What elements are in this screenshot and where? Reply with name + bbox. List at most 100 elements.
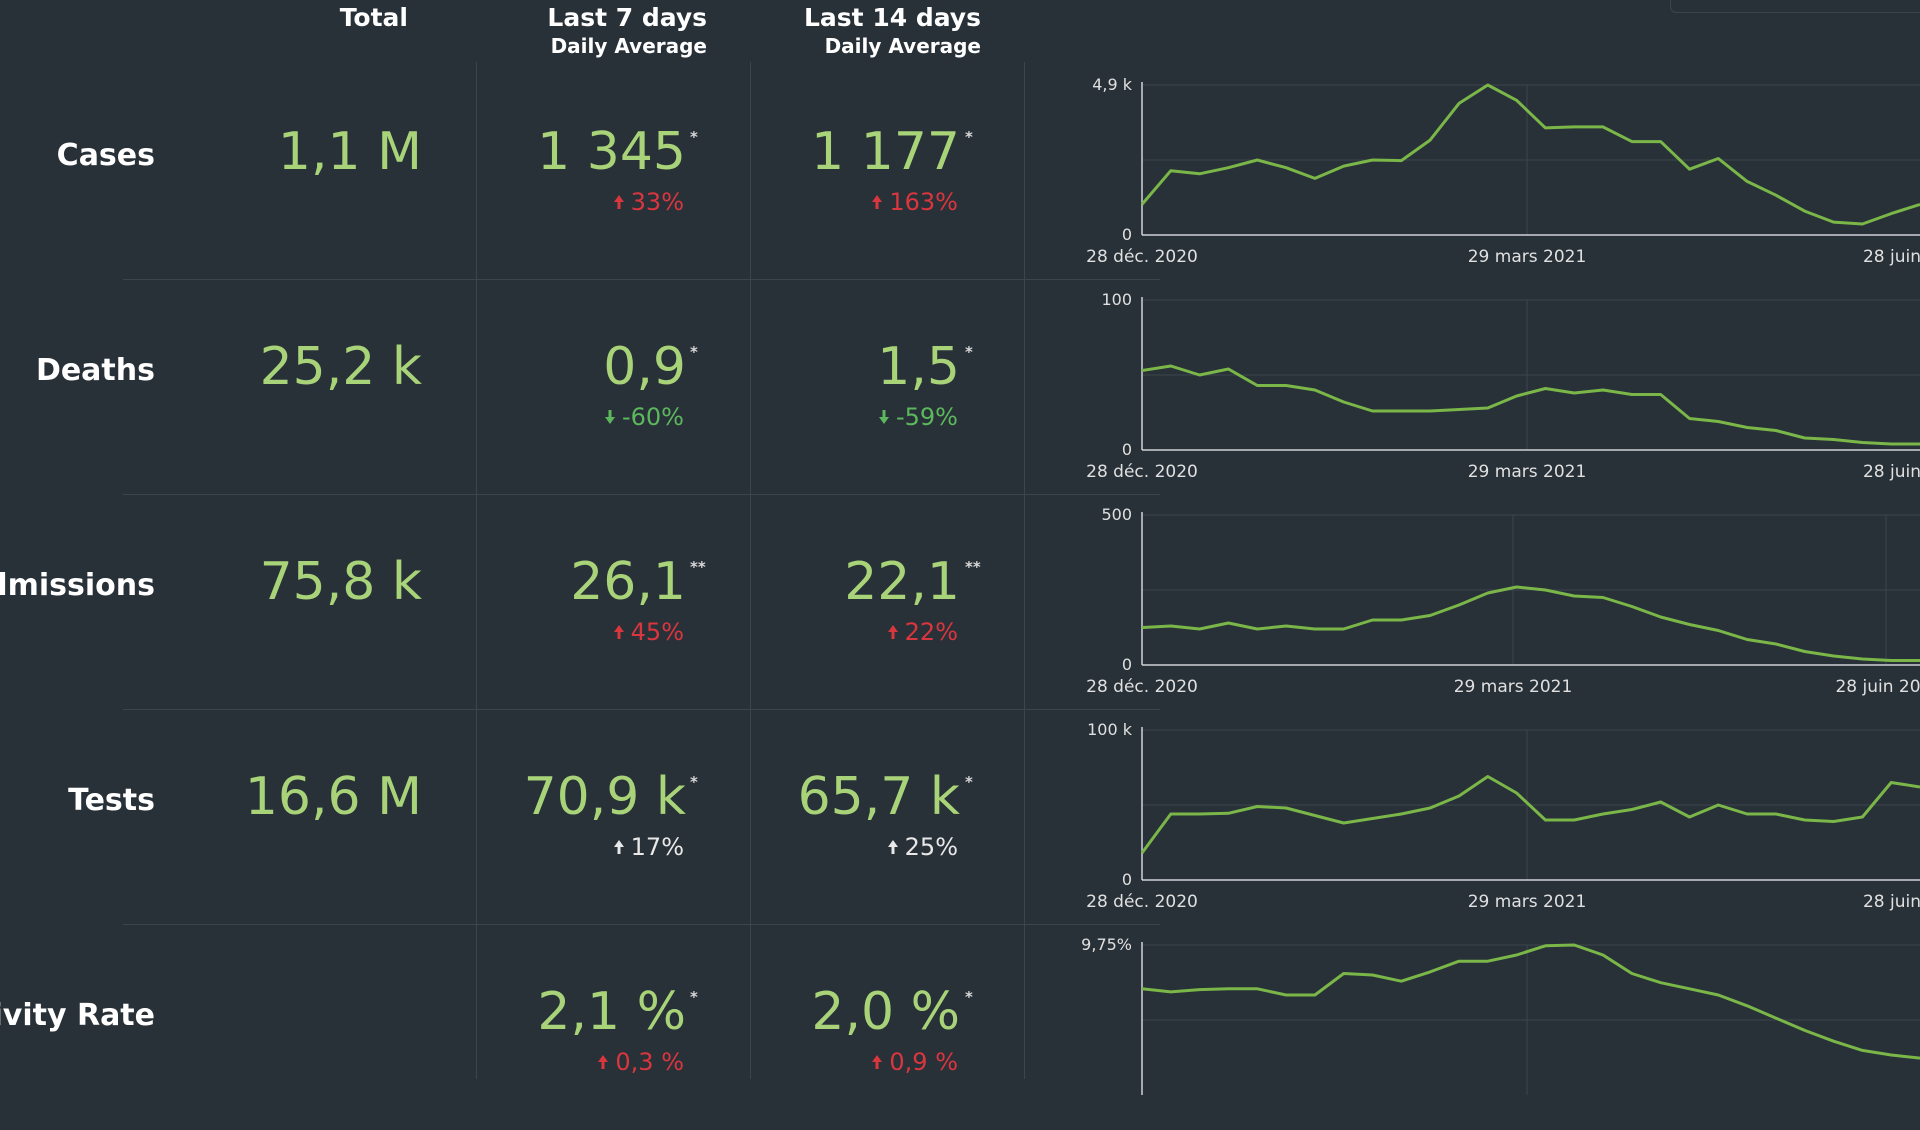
arrow-up-icon (611, 188, 625, 216)
avg7-note-mark: * (690, 343, 698, 361)
x-tick-label: 28 juin 20 (1835, 677, 1920, 697)
arrow-down-icon (876, 403, 890, 431)
series-line (1142, 366, 1920, 444)
avg7-value: 0,9 (603, 337, 686, 397)
x-tick-label: 28 déc. 2020 (1086, 892, 1198, 912)
arrow-up-icon (611, 618, 625, 646)
header-last14-sub: Daily Average (780, 33, 981, 59)
avg7-change-text: 33% (631, 188, 684, 216)
header-last7-sub: Daily Average (520, 33, 707, 59)
avg14-change-text: 25% (905, 833, 958, 861)
arrow-up-icon (611, 833, 625, 861)
avg14-change-text: 0,9 % (889, 1048, 958, 1076)
column-divider-1 (476, 62, 477, 1079)
avg14-change-text: -59% (896, 403, 958, 431)
row-divider-2 (123, 494, 1160, 495)
avg7-change-text: 17% (631, 833, 684, 861)
avg14-change: 22% (885, 618, 958, 646)
y-tick-label: 0 (1122, 655, 1132, 674)
y-tick-label: 0 (1122, 225, 1132, 244)
avg7-change: -60% (602, 403, 684, 431)
x-tick-label: 29 mars 2021 (1468, 462, 1587, 482)
header-total: Total (300, 3, 408, 33)
arrow-down-icon (602, 403, 616, 431)
avg14-change: 25% (885, 833, 958, 861)
avg7-note-mark: * (690, 773, 698, 791)
column-divider-2 (750, 62, 751, 1079)
avg7-note-mark: * (690, 128, 698, 146)
header-last7: Last 7 days Daily Average (520, 3, 707, 59)
avg7-value: 70,9 k (524, 767, 686, 827)
avg7-value: 1 345 (537, 122, 686, 182)
avg14-note-mark: * (965, 128, 973, 146)
series-line (1142, 85, 1920, 224)
top-right-frame (1670, 0, 1920, 13)
avg7-change: 17% (611, 833, 684, 861)
row-label: Admissions (0, 568, 155, 603)
avg14-value: 1,5 (877, 337, 960, 397)
avg7-change-text: 0,3 % (615, 1048, 684, 1076)
arrow-up-icon (595, 1048, 609, 1076)
row-label: Deaths (36, 353, 155, 388)
row-divider-1 (123, 279, 1160, 280)
avg14-change: -59% (876, 403, 958, 431)
x-tick-label: 29 mars 2021 (1468, 247, 1587, 267)
avg7-value: 26,1 (570, 552, 686, 612)
x-tick-label: 28 juin (1863, 247, 1920, 267)
avg7-value: 2,1 % (537, 982, 686, 1042)
chart-3: 0 500 28 déc. 2020 29 mars 2021 28 juin 20 (1060, 500, 1920, 700)
avg14-note-mark: ** (965, 558, 981, 576)
avg14-value: 22,1 (844, 552, 960, 612)
total-value: 1,1 M (278, 122, 422, 182)
header-last7-label: Last 7 days (520, 3, 707, 33)
avg14-change-text: 163% (889, 188, 958, 216)
row-divider-3 (123, 709, 1160, 710)
avg14-value: 1 177 (811, 122, 960, 182)
avg14-change: 163% (869, 188, 958, 216)
row-label: Cases (57, 138, 155, 173)
avg7-note-mark: * (690, 988, 698, 1006)
y-tick-label: 100 k (1087, 720, 1133, 739)
total-value: 25,2 k (260, 337, 422, 397)
avg7-change: 45% (611, 618, 684, 646)
chart-1: 0 4,9 k 28 déc. 2020 29 mars 2021 28 juin (1060, 70, 1920, 270)
avg14-note-mark: * (965, 988, 973, 1006)
avg7-change: 0,3 % (595, 1048, 684, 1076)
chart-4: 0 100 k 28 déc. 2020 29 mars 2021 28 juin (1060, 715, 1920, 915)
row-divider-4 (123, 924, 1160, 925)
y-tick-label: 100 (1101, 290, 1132, 309)
arrow-up-icon (885, 833, 899, 861)
avg14-note-mark: * (965, 773, 973, 791)
x-tick-label: 29 mars 2021 (1468, 892, 1587, 912)
header-last14: Last 14 days Daily Average (780, 3, 981, 59)
arrow-up-icon (869, 188, 883, 216)
avg7-change-text: 45% (631, 618, 684, 646)
row-label: Tests (68, 783, 155, 818)
series-line (1142, 777, 1920, 854)
y-tick-label: 500 (1101, 505, 1132, 524)
avg7-change-text: -60% (622, 403, 684, 431)
avg14-value: 2,0 % (811, 982, 960, 1042)
arrow-up-icon (869, 1048, 883, 1076)
column-divider-3 (1024, 62, 1025, 1079)
y-tick-label: 9,75% (1081, 935, 1132, 954)
avg14-change-text: 22% (905, 618, 958, 646)
total-value: 75,8 k (260, 552, 422, 612)
avg14-change: 0,9 % (869, 1048, 958, 1076)
series-line (1142, 945, 1920, 1058)
x-tick-label: 29 mars 2021 (1454, 677, 1573, 697)
total-value: 16,6 M (245, 767, 422, 827)
avg7-change: 33% (611, 188, 684, 216)
avg14-note-mark: * (965, 343, 973, 361)
row-label: itivity Rate (0, 998, 155, 1033)
avg7-note-mark: ** (690, 558, 706, 576)
x-tick-label: 28 déc. 2020 (1086, 247, 1198, 267)
y-tick-label: 4,9 k (1092, 75, 1133, 94)
x-tick-label: 28 juin (1863, 892, 1920, 912)
y-tick-label: 0 (1122, 870, 1132, 889)
y-tick-label: 0 (1122, 440, 1132, 459)
x-tick-label: 28 déc. 2020 (1086, 462, 1198, 482)
series-line (1142, 587, 1920, 661)
x-tick-label: 28 déc. 2020 (1086, 677, 1198, 697)
